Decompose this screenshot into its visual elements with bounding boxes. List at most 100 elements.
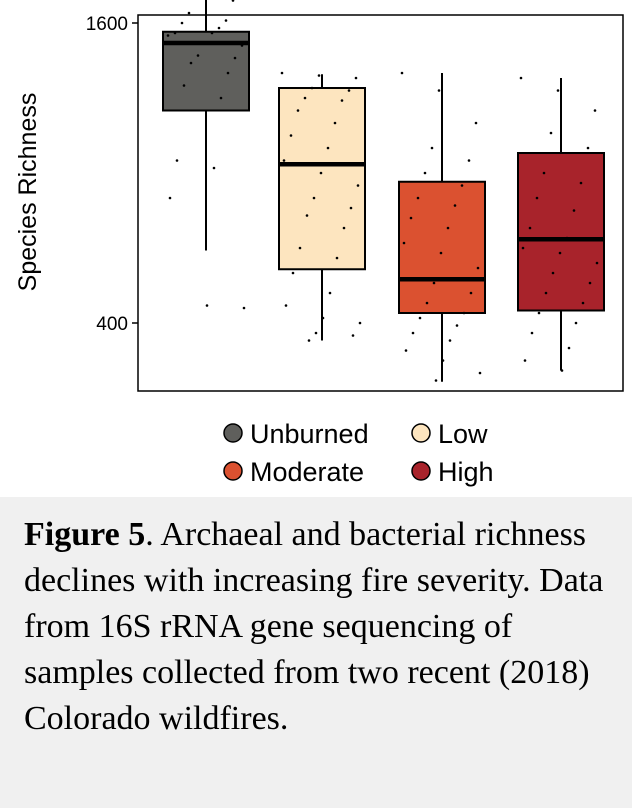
data-point	[453, 204, 457, 207]
data-point	[593, 109, 597, 112]
data-point	[448, 339, 452, 342]
data-point	[446, 226, 450, 230]
data-point	[467, 159, 471, 162]
data-point	[189, 61, 193, 65]
data-point	[326, 146, 330, 150]
data-point	[296, 109, 300, 112]
legend-item-high: High	[411, 457, 494, 487]
data-point	[476, 266, 480, 270]
box-group	[162, 0, 605, 382]
legend: Unburned Low Moderate High	[223, 419, 494, 487]
data-point	[205, 304, 209, 307]
y-tick-label: 1600	[86, 14, 128, 35]
data-point	[558, 251, 562, 255]
legend-label: Moderate	[250, 457, 364, 487]
data-point	[242, 306, 246, 310]
y-axis-title: Species Richness	[14, 93, 42, 292]
data-point	[342, 226, 346, 230]
data-point	[416, 196, 420, 200]
data-point	[400, 71, 404, 75]
data-point	[574, 321, 578, 325]
data-point	[528, 226, 532, 230]
data-point	[478, 371, 482, 375]
data-point	[282, 159, 286, 162]
data-point	[321, 316, 325, 320]
data-point	[455, 324, 459, 327]
data-point	[595, 261, 599, 265]
data-point	[173, 31, 177, 35]
legend-swatch	[411, 423, 431, 443]
data-point	[351, 334, 355, 337]
legend-swatch	[411, 461, 431, 481]
data-point	[537, 311, 541, 315]
data-point	[560, 369, 564, 372]
box-moderate	[398, 73, 486, 382]
data-point	[551, 271, 555, 275]
data-point	[210, 31, 214, 35]
data-point	[474, 121, 478, 125]
data-point	[523, 359, 527, 362]
data-point	[303, 96, 307, 100]
data-point	[519, 76, 523, 80]
data-point	[521, 246, 525, 250]
data-point	[432, 281, 436, 285]
data-point	[356, 184, 360, 187]
box-unburned	[162, 0, 250, 251]
legend-item-low: Low	[411, 419, 488, 449]
data-point	[530, 331, 534, 335]
legend-label: Low	[438, 419, 488, 449]
data-point	[418, 316, 422, 320]
data-point	[319, 171, 323, 175]
data-point	[409, 216, 413, 220]
data-point	[289, 134, 293, 137]
data-point	[328, 291, 332, 295]
box-plot-chart: 400 1600 Species Richness Unburned Low Mode…	[14, 0, 624, 487]
data-point	[166, 34, 170, 37]
data-point	[565, 236, 569, 240]
data-point	[219, 96, 223, 100]
box-iqr	[278, 87, 366, 271]
data-point	[441, 359, 445, 362]
data-point	[196, 54, 200, 57]
data-point	[579, 181, 583, 185]
data-point	[411, 331, 415, 335]
data-point	[168, 196, 172, 200]
data-point	[462, 311, 466, 315]
data-point	[404, 349, 408, 352]
data-point	[182, 84, 186, 87]
data-point	[549, 131, 553, 135]
data-point	[354, 76, 358, 80]
data-point	[305, 214, 309, 217]
data-point	[180, 21, 184, 25]
legend-swatch	[223, 423, 243, 443]
data-point	[469, 291, 473, 295]
data-point	[349, 206, 353, 210]
data-point	[434, 379, 438, 382]
data-point	[226, 71, 230, 75]
jitter-points-moderate	[400, 71, 482, 382]
data-point	[212, 166, 216, 170]
data-point	[203, 41, 207, 45]
box-low	[278, 74, 366, 341]
data-point	[460, 184, 464, 187]
data-point	[298, 246, 302, 250]
data-point	[358, 321, 362, 325]
figure-caption: Figure 5. Archaeal and bacterial richnes…	[24, 512, 620, 742]
data-point	[231, 0, 235, 2]
caption-label: Figure 5	[24, 516, 146, 553]
data-point	[425, 301, 429, 305]
data-point	[430, 146, 434, 150]
legend-label: Unburned	[250, 419, 369, 449]
legend-item-moderate: Moderate	[223, 457, 364, 487]
data-point	[310, 86, 314, 90]
data-point	[335, 256, 339, 260]
y-axis: 400 1600	[86, 14, 138, 335]
plot-frame	[137, 14, 624, 392]
data-point	[586, 146, 590, 150]
data-point	[175, 159, 179, 162]
box-iqr	[398, 180, 486, 314]
data-point	[423, 171, 427, 175]
caption-text: . Archaeal and bacterial richness declin…	[24, 516, 604, 737]
data-point	[581, 301, 585, 305]
caption-box	[0, 497, 632, 808]
